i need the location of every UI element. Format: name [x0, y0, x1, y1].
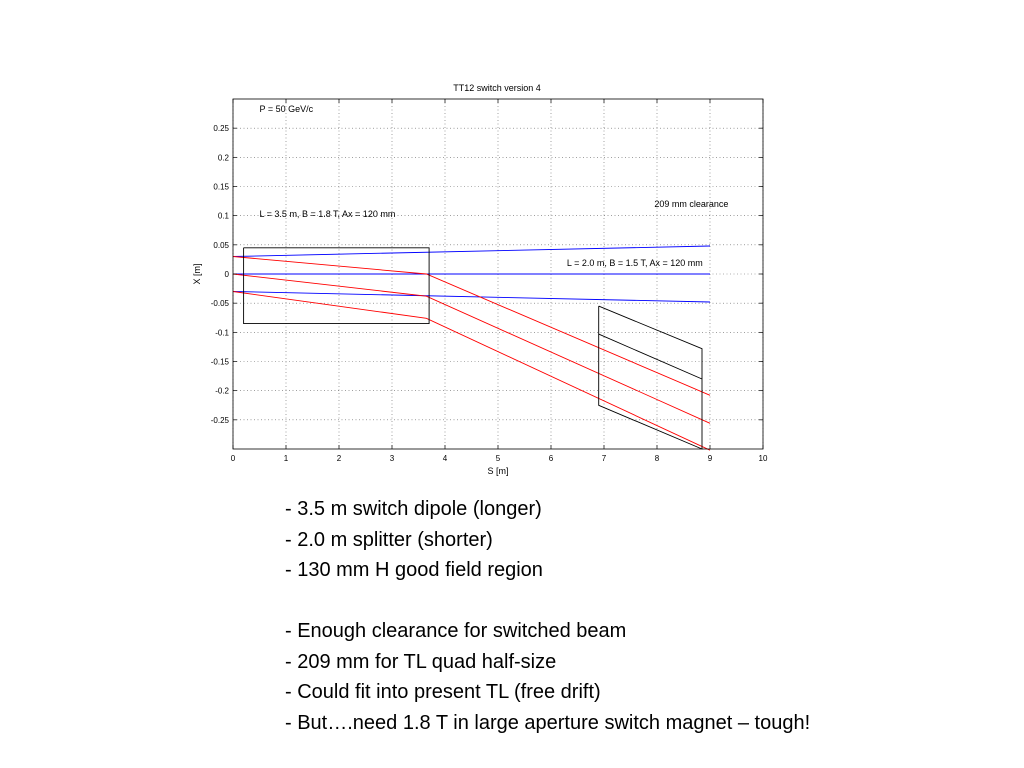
chart-annotation: P = 50 GeV/c — [260, 104, 314, 114]
y-tick-label: 0.2 — [218, 153, 230, 162]
y-tick-label: 0.05 — [213, 241, 229, 250]
y-tick-label: -0.25 — [211, 416, 230, 425]
chart-title: TT12 switch version 4 — [453, 83, 541, 93]
y-tick-label: 0.15 — [213, 183, 229, 192]
bullet-list: - 3.5 m switch dipole (longer) - 2.0 m sp… — [285, 494, 810, 738]
x-tick-label: 3 — [390, 454, 395, 463]
series-line — [232, 245, 711, 257]
x-tick-label: 10 — [759, 454, 768, 463]
x-tick-label: 6 — [549, 454, 554, 463]
series-line — [232, 291, 711, 303]
x-tick-label: 4 — [443, 454, 448, 463]
bullet-item: - Enough clearance for switched beam — [285, 620, 627, 642]
series-line — [232, 291, 711, 451]
bullet-item: - Could fit into present TL (free drift) — [285, 681, 601, 703]
bullet-item: - 130 mm H good field region — [285, 559, 543, 581]
bullet-spacer — [285, 586, 810, 617]
x-tick-label: 8 — [655, 454, 660, 463]
x-tick-label: 0 — [231, 454, 236, 463]
y-tick-label: 0 — [225, 270, 230, 279]
y-tick-label: 0.1 — [218, 212, 230, 221]
x-tick-label: 7 — [602, 454, 607, 463]
chart-annotation: L = 3.5 m, B = 1.8 T, Ax = 120 mm — [260, 209, 396, 219]
y-tick-label: -0.15 — [211, 358, 230, 367]
series-line — [232, 256, 711, 396]
axis-ticks: 0 1 2 3 4 5 6 7 8 9 10 -0.25 -0.2 -0.15 -0.1 -0.05 0 0.05… — [211, 99, 768, 463]
series-line — [232, 273, 711, 424]
chart-annotation: L = 2.0 m, B = 1.5 T, Ax = 120 mm — [567, 258, 703, 268]
y-tick-label: -0.1 — [215, 328, 229, 337]
bullet-item: - 2.0 m splitter (shorter) — [285, 528, 493, 551]
y-tick-label: 0.25 — [213, 124, 229, 133]
x-axis-label: S [m] — [487, 466, 508, 476]
annotations: P = 50 GeV/c L = 3.5 m, B = 1.8 T, Ax = 1… — [260, 104, 729, 268]
bullet-item: - 209 mm for TL quad half-size — [285, 650, 557, 673]
y-tick-label: -0.05 — [211, 299, 230, 308]
x-tick-label: 1 — [284, 454, 289, 463]
beam-trajectory-chart: TT12 switch version 4 0 1 2 3 4 5 6 7 8 9 10 -0.25 -… — [192, 83, 768, 476]
y-tick-label: -0.2 — [215, 387, 229, 396]
x-tick-label: 9 — [708, 454, 713, 463]
x-tick-label: 2 — [337, 454, 342, 463]
y-axis-label: X [m] — [192, 263, 202, 284]
chart-annotation: 209 mm clearance — [654, 199, 728, 209]
series-line — [598, 333, 703, 380]
bullet-item: - 3.5 m switch dipole (longer) — [285, 498, 542, 520]
x-tick-label: 5 — [496, 454, 501, 463]
data-series — [232, 245, 711, 451]
bullet-item: - But….need 1.8 T in large aperture swit… — [285, 711, 811, 734]
series-line — [243, 247, 430, 325]
